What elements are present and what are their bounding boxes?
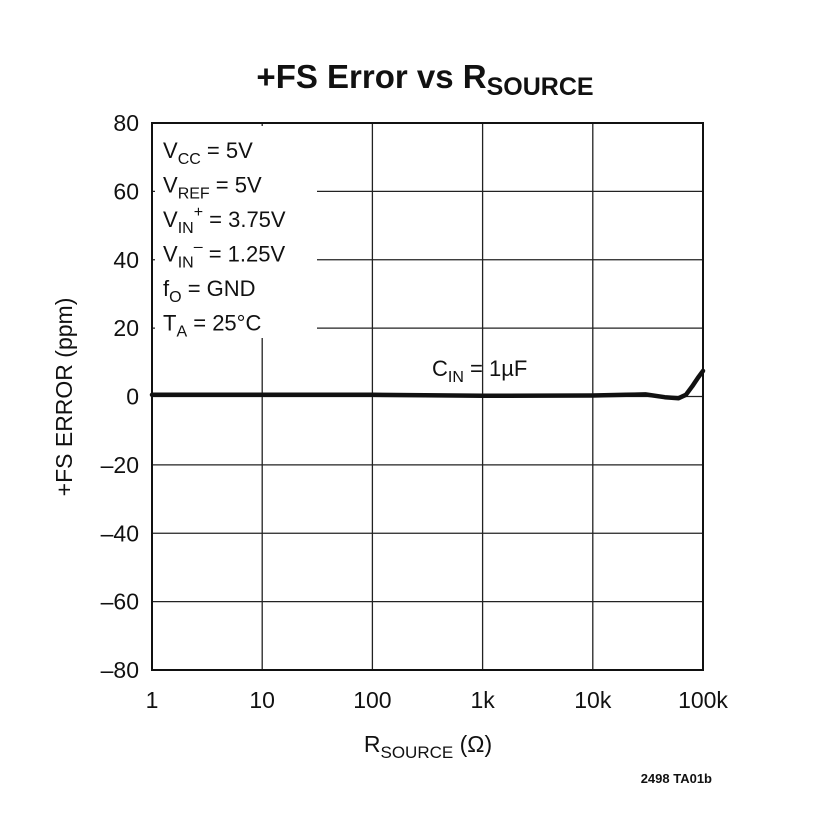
condition-symbol: T	[163, 311, 176, 336]
condition-line: VCC = 5V	[163, 138, 253, 168]
title-main: +FS Error vs R	[256, 58, 486, 95]
condition-line: VREF = 5V	[163, 173, 262, 203]
y-tick-label: –80	[101, 657, 139, 683]
condition-value: = 1.25V	[203, 242, 286, 267]
condition-symbol: f	[163, 276, 170, 301]
condition-line: VIN– = 1.25V	[163, 239, 285, 272]
condition-superscript: –	[194, 239, 203, 256]
condition-subscript: A	[176, 324, 187, 341]
chart-title: +FS Error vs RSOURCE	[256, 58, 593, 101]
condition-value: = 5V	[210, 173, 262, 198]
series-line-cin-1uf	[149, 368, 706, 401]
series-label-sub: IN	[448, 369, 464, 386]
condition-subscript: REF	[178, 186, 210, 203]
y-tick-label: 20	[113, 315, 139, 341]
condition-symbol: V	[163, 138, 178, 163]
condition-value: = 3.75V	[203, 207, 286, 232]
condition-value: = GND	[182, 276, 256, 301]
series-label: CIN = 1µF	[432, 356, 527, 386]
condition-line: VIN+ = 3.75V	[163, 204, 286, 237]
x-tick-label: 10	[249, 687, 275, 713]
condition-line: fO = GND	[163, 276, 256, 306]
y-tick-label: –60	[101, 589, 139, 615]
y-tick-label: –20	[101, 452, 139, 478]
ticks: 1 10 100 1k 10k 100k 80 60 40 20 0 –20 –40 –60 –80	[101, 110, 729, 713]
x-tick-label: 1	[146, 687, 159, 713]
condition-subscript: CC	[178, 151, 201, 168]
condition-superscript: +	[194, 204, 203, 221]
condition-symbol: V	[163, 173, 178, 198]
x-label-sub: SOURCE	[380, 743, 453, 762]
x-tick-label: 10k	[574, 687, 612, 713]
y-tick-label: –40	[101, 520, 139, 546]
title-sub: SOURCE	[487, 73, 594, 101]
condition-subscript: O	[169, 289, 181, 306]
condition-symbol: V	[163, 207, 178, 232]
y-axis-label: +FS ERROR (ppm)	[51, 298, 77, 497]
x-tick-label: 100	[353, 687, 391, 713]
condition-value: = 5V	[201, 138, 253, 163]
condition-subscript: IN	[178, 220, 194, 237]
condition-subscript: IN	[178, 255, 194, 272]
series-label-main: C	[432, 356, 448, 381]
y-tick-label: 60	[113, 178, 139, 204]
x-label-main: R	[364, 731, 381, 757]
x-tick-label: 100k	[678, 687, 728, 713]
x-label-unit: (Ω)	[453, 731, 492, 757]
y-tick-label: 80	[113, 110, 139, 136]
condition-symbol: V	[163, 242, 178, 267]
condition-line: TA = 25°C	[163, 311, 261, 341]
condition-value: = 25°C	[187, 311, 261, 336]
x-tick-label: 1k	[470, 687, 495, 713]
figure-id: 2498 TA01b	[641, 771, 712, 786]
x-axis-label: RSOURCE (Ω)	[364, 731, 492, 762]
y-tick-label: 40	[113, 247, 139, 273]
conditions-box	[155, 126, 317, 338]
y-tick-label: 0	[126, 384, 139, 410]
series-label-rest: = 1µF	[464, 356, 527, 381]
